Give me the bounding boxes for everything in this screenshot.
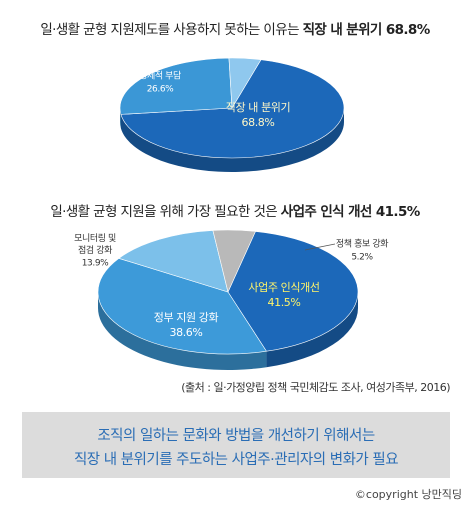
pie-slice <box>120 59 345 159</box>
leader-line <box>304 243 336 251</box>
title-emphasis: 사업주 인식 개선 41.5% <box>281 203 421 220</box>
source-note: (출처 : 일·가정양립 정책 국민체감도 조사, 여성가족부, 2016) <box>181 380 450 394</box>
slice-side <box>266 292 359 368</box>
chart-title: 일·생활 균형 지원제도를 사용하지 못하는 이유는 직장 내 분위기 68.8… <box>40 21 430 38</box>
slice-side <box>120 108 121 129</box>
slice-side <box>120 108 344 173</box>
title-emphasis: 직장 내 분위기 68.8% <box>303 21 431 38</box>
pie-slice <box>227 231 359 352</box>
slice-label: 경제적 부담 <box>139 70 181 82</box>
slice-label: 정부 지원 강화 <box>154 311 219 324</box>
title-text: 일·생활 균형 지원을 위해 가장 필요한 것은 <box>50 204 280 220</box>
slice-value-label: 38.6% <box>170 326 203 339</box>
slice-label: 정책 홍보 강화 <box>336 238 388 250</box>
chart-title: 일·생활 균형 지원을 위해 가장 필요한 것은 사업주 인식 개선 41.5% <box>50 203 420 220</box>
pie-slice <box>119 57 233 115</box>
pie-slice <box>118 230 229 293</box>
banner-box <box>22 412 450 478</box>
slice-label: 모니터링 및 점검 강화 <box>74 232 116 256</box>
copyright: ©copyright 낭만직딩 <box>355 488 462 501</box>
slice-label: 사업주 인식개선 <box>248 281 319 294</box>
title-text: 일·생활 균형 지원제도를 사용하지 못하는 이유는 <box>40 22 302 38</box>
pie-slice <box>97 258 267 355</box>
slice-value-label: 26.6% <box>147 85 174 95</box>
slice-value-label: 5.2% <box>351 253 373 263</box>
banner-text: 조직의 일하는 문화와 방법을 개선하기 위해서는 <box>97 427 375 444</box>
slice-value-label: 13.9% <box>82 259 109 269</box>
pie-slice <box>228 57 262 109</box>
banner-text: 직장 내 분위기를 주도하는 사업주·관리자의 변화가 필요 <box>74 451 398 468</box>
pie-slice <box>212 229 256 293</box>
slice-side <box>98 292 267 370</box>
slice-value-label: 41.5% <box>268 296 301 309</box>
slice-value-label: 68.8% <box>242 116 275 129</box>
slice-label: 직장 내 분위기 <box>226 101 291 114</box>
